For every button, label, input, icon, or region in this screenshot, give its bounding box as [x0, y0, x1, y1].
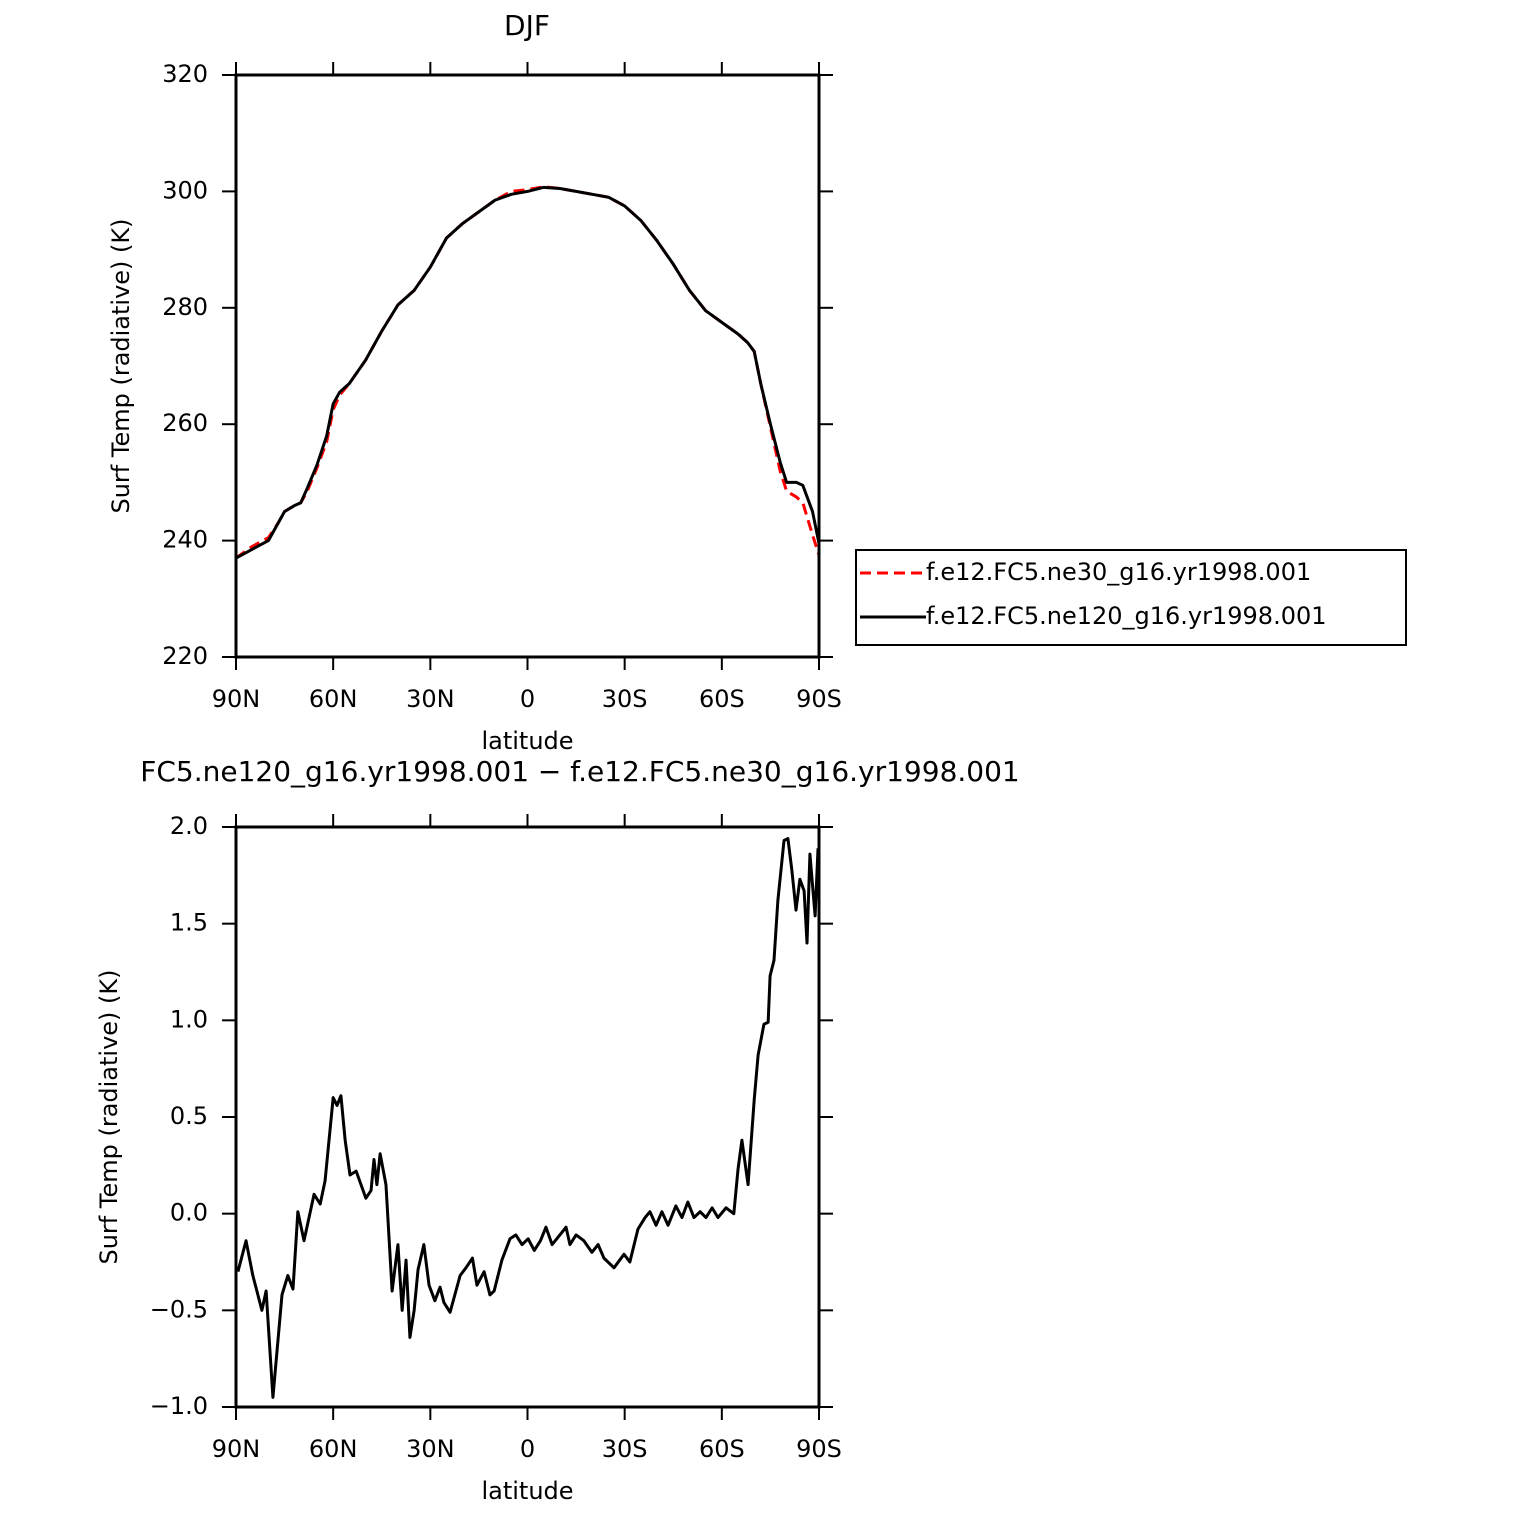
- data-line: [235, 185, 821, 560]
- y-tick-label: 1.5: [170, 909, 208, 937]
- x-tick-label: 0: [520, 1435, 535, 1463]
- y-axis-label: Surf Temp (radiative) (K): [107, 218, 135, 513]
- x-tick-label: 90S: [796, 685, 842, 713]
- x-axis-label: latitude: [481, 727, 573, 755]
- y-tick-label: 0.5: [170, 1102, 208, 1130]
- plot-frame: [234, 73, 821, 659]
- y-tick-label: 280: [162, 293, 208, 321]
- y-tick-label: 1.0: [170, 1005, 208, 1033]
- x-tick-label: 30N: [406, 1435, 455, 1463]
- x-tick-label: 90S: [796, 1435, 842, 1463]
- x-tick-label: 30S: [602, 685, 648, 713]
- y-tick-label: 220: [162, 642, 208, 670]
- y-tick-label: 320: [162, 60, 208, 88]
- y-tick-label: −0.5: [150, 1295, 208, 1323]
- legend-label: f.e12.FC5.ne30_g16.yr1998.001: [926, 558, 1311, 586]
- x-tick-label: 60N: [309, 1435, 358, 1463]
- y-tick-label: −1.0: [150, 1392, 208, 1420]
- chart-title: DJF: [504, 9, 550, 42]
- x-axis-label: latitude: [481, 1477, 573, 1505]
- x-tick-label: 30N: [406, 685, 455, 713]
- y-axis-label: Surf Temp (radiative) (K): [95, 969, 123, 1264]
- y-tick-label: 240: [162, 526, 208, 554]
- x-tick-label: 60S: [699, 1435, 745, 1463]
- data-line: [236, 837, 820, 1399]
- x-tick-label: 30S: [602, 1435, 648, 1463]
- y-tick-label: 260: [162, 409, 208, 437]
- x-tick-label: 90N: [212, 1435, 261, 1463]
- legend-label: f.e12.FC5.ne120_g16.yr1998.001: [926, 602, 1327, 630]
- data-line: [235, 185, 821, 560]
- chart-title: FC5.ne120_g16.yr1998.001 − f.e12.FC5.ne3…: [140, 755, 1019, 788]
- legend-box: [855, 549, 1407, 646]
- y-tick-label: 300: [162, 176, 208, 204]
- y-tick-label: 0.0: [170, 1199, 208, 1227]
- plot-frame: [234, 825, 821, 1409]
- x-tick-label: 60N: [309, 685, 358, 713]
- x-tick-label: 60S: [699, 685, 745, 713]
- y-tick-label: 2.0: [170, 812, 208, 840]
- x-tick-label: 0: [520, 685, 535, 713]
- x-tick-label: 90N: [212, 685, 261, 713]
